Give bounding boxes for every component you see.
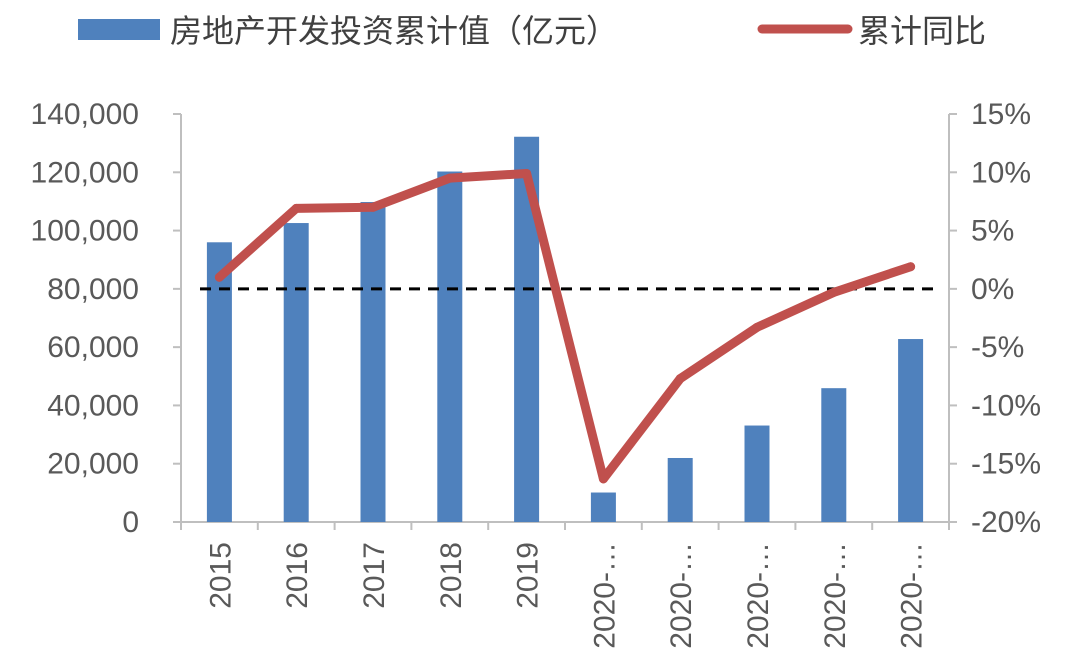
x-tick-label: 2020-… xyxy=(819,542,852,649)
line-series xyxy=(214,168,916,484)
x-tick-label: 2015 xyxy=(204,542,237,609)
bar xyxy=(744,425,770,522)
legend: 房地产开发投资累计值（亿元） 累计同比 xyxy=(78,12,986,50)
y-left-tick-label: 40,000 xyxy=(47,389,139,422)
x-tick-label: 2016 xyxy=(281,542,314,609)
y-left-tick-label: 100,000 xyxy=(31,215,139,248)
legend-bar-swatch xyxy=(78,19,160,40)
line-point xyxy=(675,374,685,384)
y-right-tick-label: 10% xyxy=(971,156,1031,189)
line-point xyxy=(752,322,762,332)
y-right-tick-label: -10% xyxy=(971,389,1041,422)
line-point xyxy=(368,202,378,212)
series-line xyxy=(214,168,916,484)
y-left-tick-label: 20,000 xyxy=(47,448,139,481)
y-left-tick-label: 80,000 xyxy=(47,273,139,306)
y-axis-left-labels: 0 20,000 40,000 60,000 80,000 100,000 120,000 1… xyxy=(31,98,139,539)
y-right-tick-label: 15% xyxy=(971,98,1031,131)
y-right-tick-label: 5% xyxy=(971,215,1014,248)
y-axis-right-labels: -20% -15% -10% -5% 0% 5% 10% 15% xyxy=(971,98,1041,539)
line-point xyxy=(291,203,301,213)
bar xyxy=(821,388,847,522)
line-point xyxy=(522,168,532,178)
line-point xyxy=(829,287,839,297)
line-point xyxy=(445,173,455,183)
axes xyxy=(173,113,957,530)
y-left-tick-label: 140,000 xyxy=(31,98,139,131)
x-tick-label: 2020-… xyxy=(742,542,775,649)
bar xyxy=(667,457,693,522)
bar xyxy=(283,223,309,522)
line-point xyxy=(598,474,608,484)
bar xyxy=(590,492,616,522)
legend-bar-label: 房地产开发投资累计值（亿元） xyxy=(170,12,618,50)
bar xyxy=(360,202,386,522)
bar xyxy=(437,171,463,522)
x-tick-label: 2020-… xyxy=(896,542,929,649)
line-point xyxy=(906,262,916,272)
bar xyxy=(898,339,924,522)
y-right-tick-label: -15% xyxy=(971,448,1041,481)
y-left-tick-label: 60,000 xyxy=(47,331,139,364)
y-left-tick-label: 120,000 xyxy=(31,156,139,189)
x-axis-labels: 2015 2016 2017 2018 2019 2020-… 2020-… 2020-… 20… xyxy=(204,542,928,649)
x-tick-label: 2019 xyxy=(512,542,545,609)
bar-series xyxy=(206,136,924,523)
x-tick-label: 2018 xyxy=(435,542,468,609)
y-left-tick-label: 0 xyxy=(122,506,139,539)
x-tick-label: 2020-… xyxy=(588,542,621,649)
y-right-tick-label: -20% xyxy=(971,506,1041,539)
y-right-tick-label: 0% xyxy=(971,273,1014,306)
legend-line-label: 累计同比 xyxy=(858,12,986,50)
y-right-tick-label: -5% xyxy=(971,331,1024,364)
line-point xyxy=(214,272,224,282)
x-tick-label: 2017 xyxy=(358,542,391,609)
x-tick-label: 2020-… xyxy=(665,542,698,649)
bar xyxy=(206,242,232,522)
